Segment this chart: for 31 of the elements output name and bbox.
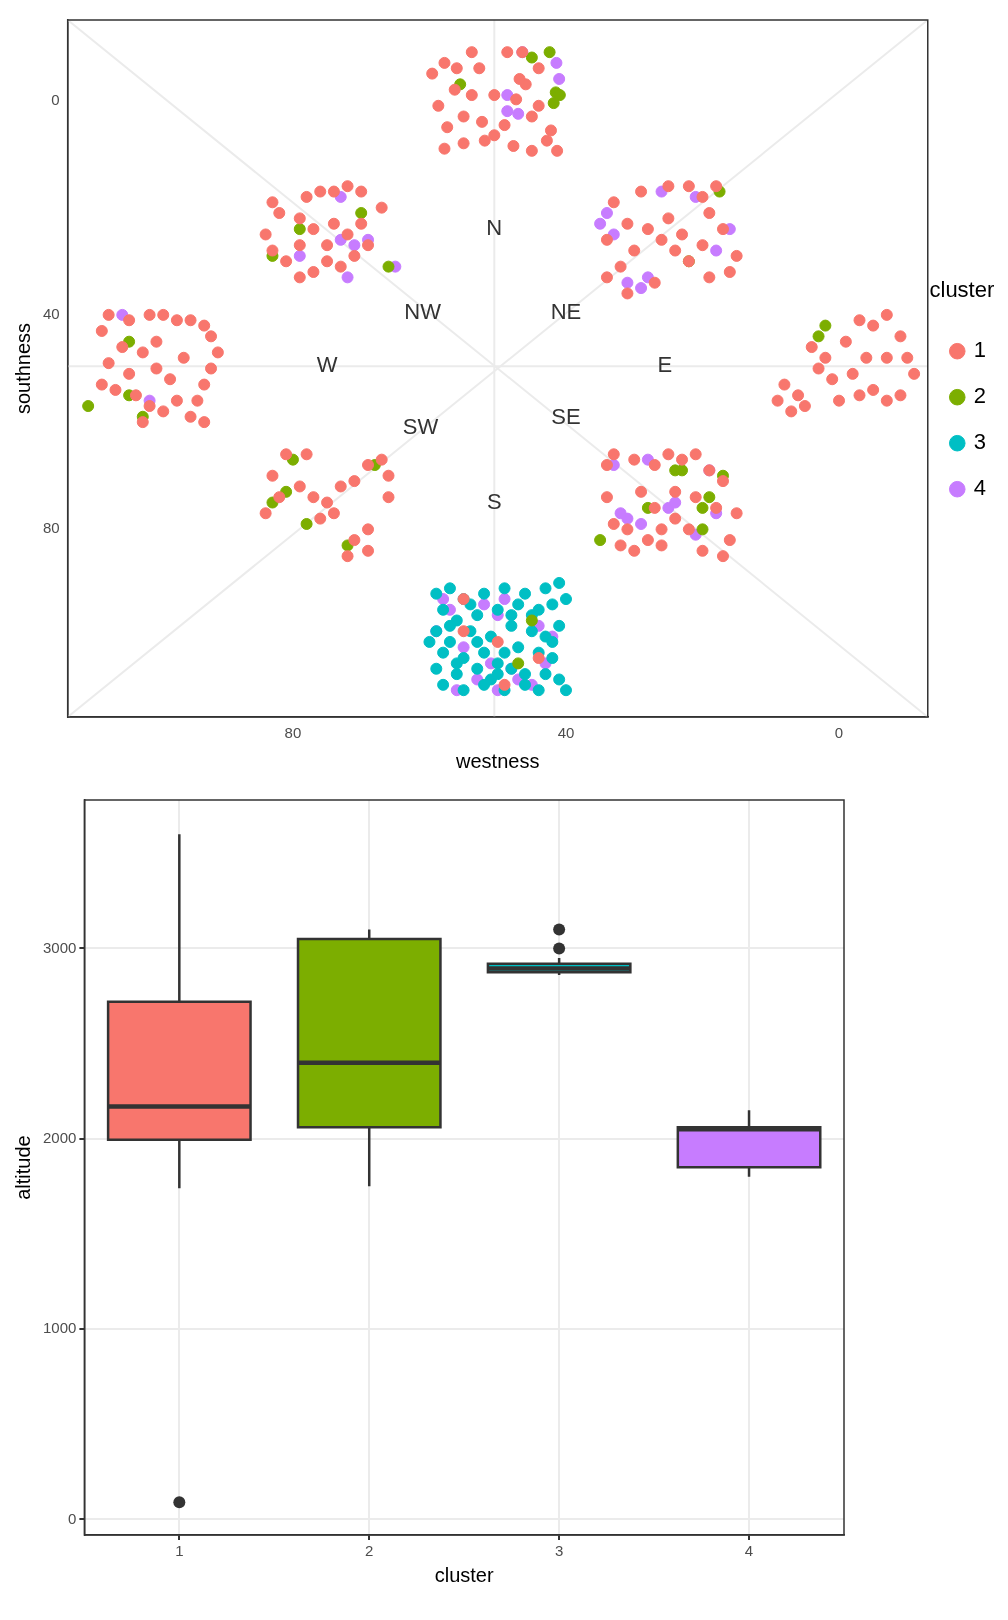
y-tick-label: 0 [68,1509,77,1527]
annotation: NW [404,298,442,324]
legend-label: 2 [973,383,987,409]
annotation: SW [402,413,439,439]
y-tick-label: 3000 [42,938,77,956]
x-tick-label: 40 [557,724,575,742]
legend-title: cluster [929,276,995,302]
y-axis-title: southness [11,322,34,415]
x-axis-title: westness [455,749,540,772]
x-tick-label: 4 [744,1542,754,1560]
annotation: S [486,488,502,514]
y-tick-label: 1000 [42,1319,77,1337]
annotation: SE [551,403,581,429]
y-tick-label: 0 [51,90,60,108]
x-tick-label: 3 [554,1542,564,1560]
annotation: W [316,352,338,378]
legend-label: 4 [973,475,987,501]
x-tick-label: 2 [365,1542,374,1560]
y-tick-label: 80 [43,519,60,537]
legend-label: 3 [973,429,987,455]
annotation: E [657,352,673,378]
y-axis-title: altitude [11,1135,34,1200]
y-tick-label: 2000 [42,1128,77,1146]
legend-label: 1 [973,337,987,363]
y-tick-label: 40 [43,305,60,323]
x-tick-label: 0 [834,724,844,742]
annotation: NE [550,298,582,324]
x-tick-label: 1 [175,1542,184,1560]
x-axis-title: cluster [434,1563,494,1586]
annotation: N [486,215,503,241]
x-tick-label: 80 [284,724,302,742]
